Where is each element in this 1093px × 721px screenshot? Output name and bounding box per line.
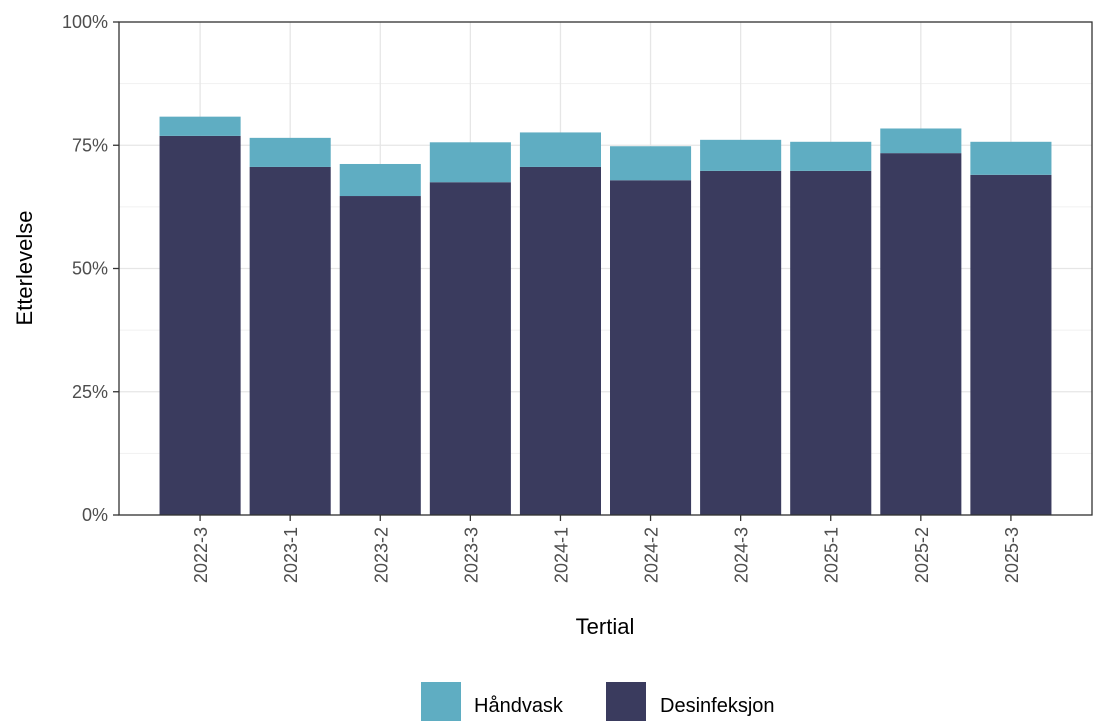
bar-h-ndvask-2025-3 [970, 141, 1052, 175]
bar-desinfeksjon-2023-1 [249, 166, 331, 515]
y-tick-label: 100% [62, 12, 108, 32]
bar-h-ndvask-2024-2 [610, 146, 692, 181]
x-tick-label: 2025-2 [912, 527, 932, 583]
x-tick-label: 2024-3 [732, 527, 752, 583]
bars [159, 116, 1052, 516]
bar-h-ndvask-2024-1 [519, 132, 601, 167]
bar-desinfeksjon-2023-2 [339, 196, 421, 516]
x-axis-title: Tertial [576, 614, 635, 639]
y-tick-label: 75% [72, 135, 108, 155]
bar-h-ndvask-2023-3 [429, 142, 511, 183]
y-tick-label: 50% [72, 259, 108, 279]
bar-desinfeksjon-2024-1 [519, 166, 601, 515]
bar-desinfeksjon-2025-3 [970, 174, 1052, 515]
bar-desinfeksjon-2025-2 [880, 153, 962, 515]
x-tick-label: 2024-1 [551, 527, 571, 583]
x-tick-label: 2023-3 [461, 527, 481, 583]
legend-swatch-desinfeksjon [606, 682, 646, 721]
x-axis-ticks: 2022-3 2023-1 2023-2 2023-3 2024-1 2024-2 2024… [191, 515, 1022, 583]
x-tick-label: 2025-1 [822, 527, 842, 583]
bar-desinfeksjon-2025-1 [790, 170, 872, 516]
bar-desinfeksjon-2024-3 [700, 170, 782, 516]
x-tick-label: 2024-2 [642, 527, 662, 583]
legend-label-desinfeksjon: Desinfeksjon [660, 695, 775, 717]
y-tick-label: 25% [72, 382, 108, 402]
bar-h-ndvask-2023-2 [339, 163, 421, 197]
legend: Håndvask Desinfeksjon [421, 682, 775, 721]
x-tick-label: 2022-3 [191, 527, 211, 583]
x-tick-label: 2023-2 [371, 527, 391, 583]
bar-desinfeksjon-2024-2 [610, 180, 692, 516]
bar-h-ndvask-2023-1 [249, 137, 331, 167]
bar-desinfeksjon-2023-3 [429, 182, 511, 515]
y-axis-ticks: 0% 25% 50% 75% 100% [62, 12, 119, 525]
bar-desinfeksjon-2022-3 [159, 135, 241, 515]
bar-h-ndvask-2022-3 [159, 116, 241, 136]
bar-h-ndvask-2025-1 [790, 141, 872, 171]
y-axis-title: Etterlevelse [12, 211, 37, 326]
legend-label-handvask: Håndvask [474, 695, 564, 717]
x-tick-label: 2023-1 [281, 527, 301, 583]
legend-swatch-handvask [421, 682, 461, 721]
x-tick-label: 2025-3 [1002, 527, 1022, 583]
y-tick-label: 0% [82, 505, 108, 525]
bar-h-ndvask-2024-3 [700, 139, 782, 171]
bar-h-ndvask-2025-2 [880, 128, 962, 154]
